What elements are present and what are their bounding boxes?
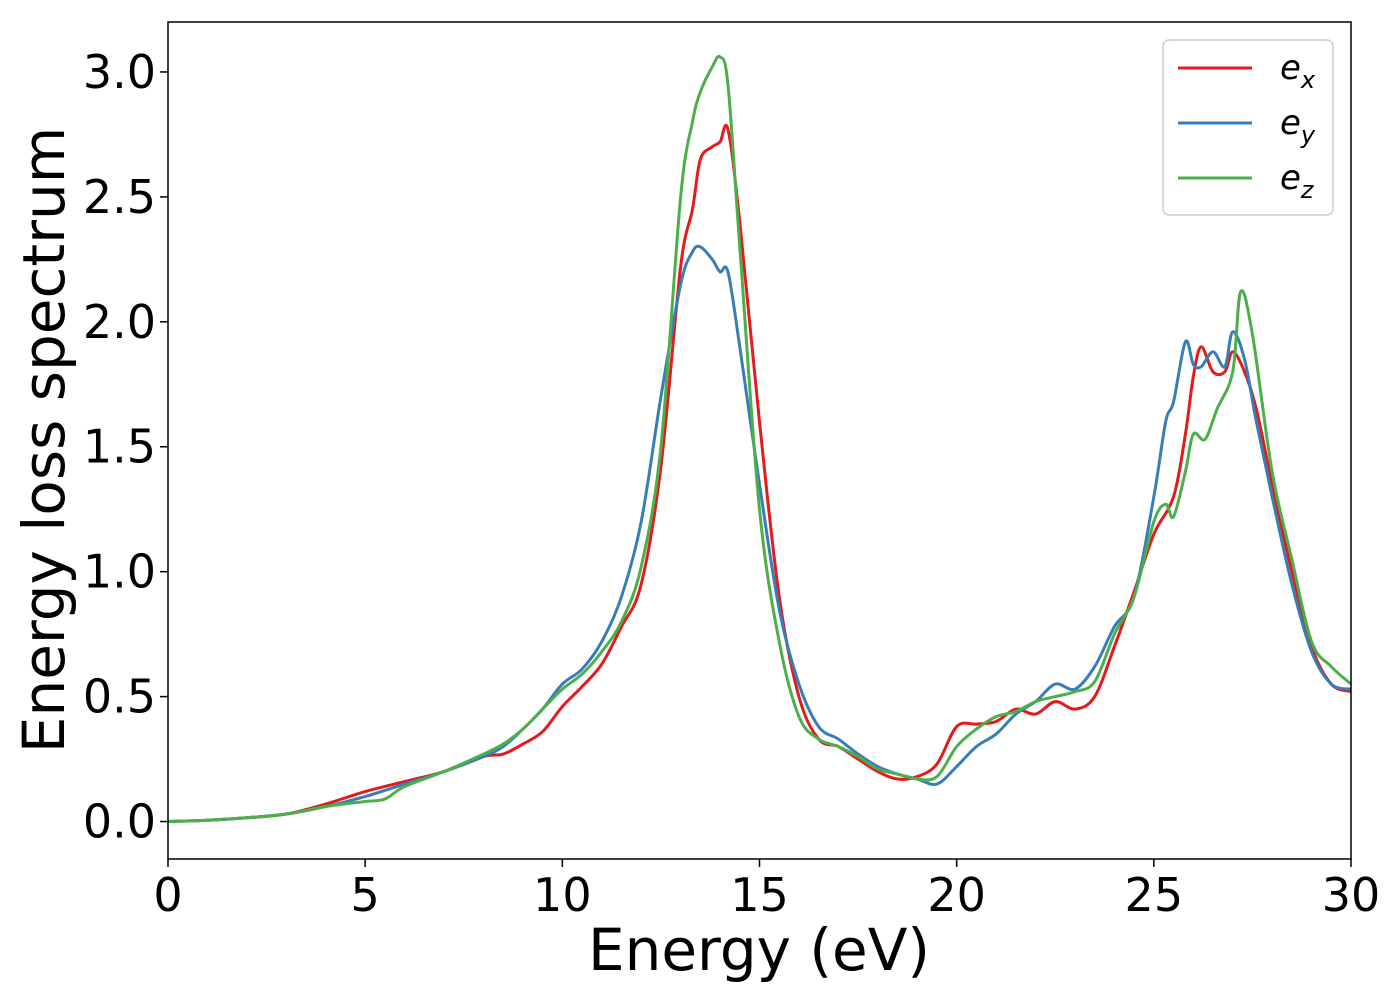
- y-tick-label: 0.0: [83, 795, 156, 849]
- x-axis-label: Energy (eV): [588, 916, 930, 984]
- y-tick-label: 1.5: [83, 420, 156, 474]
- legend-box: [1162, 39, 1334, 216]
- x-tick-label: 5: [351, 868, 380, 922]
- series-line-z: [167, 54, 1352, 824]
- x-tick-label: 15: [730, 868, 789, 922]
- x-tick-label: 20: [927, 868, 986, 922]
- x-tick-label: 0: [153, 868, 182, 922]
- y-axis: 0.0 0.5 1.0 1.5 2.0 2.5 3.0: [83, 45, 168, 849]
- x-axis: 0 5 10 15 20 25 30: [153, 859, 1380, 922]
- x-tick-label: 25: [1125, 868, 1184, 922]
- x-tick-label: 30: [1322, 868, 1381, 922]
- y-tick-label: 1.0: [83, 545, 156, 599]
- y-tick-label: 3.0: [83, 45, 156, 99]
- y-axis-label: Energy loss spectrum: [10, 127, 78, 753]
- y-tick-label: 2.5: [83, 170, 156, 224]
- x-tick-label: 10: [533, 868, 592, 922]
- y-tick-label: 2.0: [83, 295, 156, 349]
- series-layer: [167, 54, 1352, 824]
- y-tick-label: 0.5: [83, 670, 156, 724]
